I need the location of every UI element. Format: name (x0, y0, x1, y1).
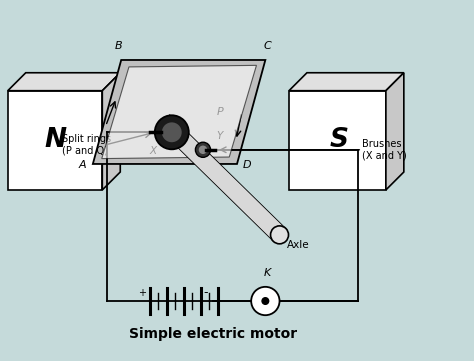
Text: X: X (150, 145, 157, 156)
Polygon shape (102, 65, 256, 158)
Polygon shape (289, 73, 404, 91)
Text: K: K (264, 268, 271, 278)
Text: Brushes
(X and Y): Brushes (X and Y) (362, 139, 407, 161)
Text: Axle: Axle (287, 240, 309, 249)
Text: Split rings
(P and Q): Split rings (P and Q) (62, 134, 111, 156)
Ellipse shape (271, 226, 289, 244)
Text: +: + (138, 287, 146, 297)
Circle shape (251, 287, 280, 315)
Ellipse shape (195, 142, 210, 157)
Text: B: B (115, 42, 123, 52)
Polygon shape (93, 60, 265, 164)
Circle shape (262, 298, 269, 304)
Text: -: - (203, 286, 208, 299)
Polygon shape (8, 91, 102, 190)
Text: D: D (243, 160, 252, 170)
Text: S: S (329, 127, 348, 153)
Polygon shape (102, 73, 120, 190)
Text: P: P (217, 107, 224, 117)
Polygon shape (386, 73, 404, 190)
Text: N: N (44, 127, 66, 153)
Text: Simple electric motor: Simple electric motor (129, 327, 297, 341)
Ellipse shape (155, 115, 189, 149)
Text: A: A (79, 160, 86, 170)
Polygon shape (8, 73, 120, 91)
Polygon shape (289, 91, 386, 190)
Text: C: C (264, 42, 272, 52)
Ellipse shape (199, 145, 207, 154)
Text: Y: Y (216, 131, 222, 141)
Ellipse shape (162, 122, 182, 142)
Polygon shape (158, 116, 285, 241)
